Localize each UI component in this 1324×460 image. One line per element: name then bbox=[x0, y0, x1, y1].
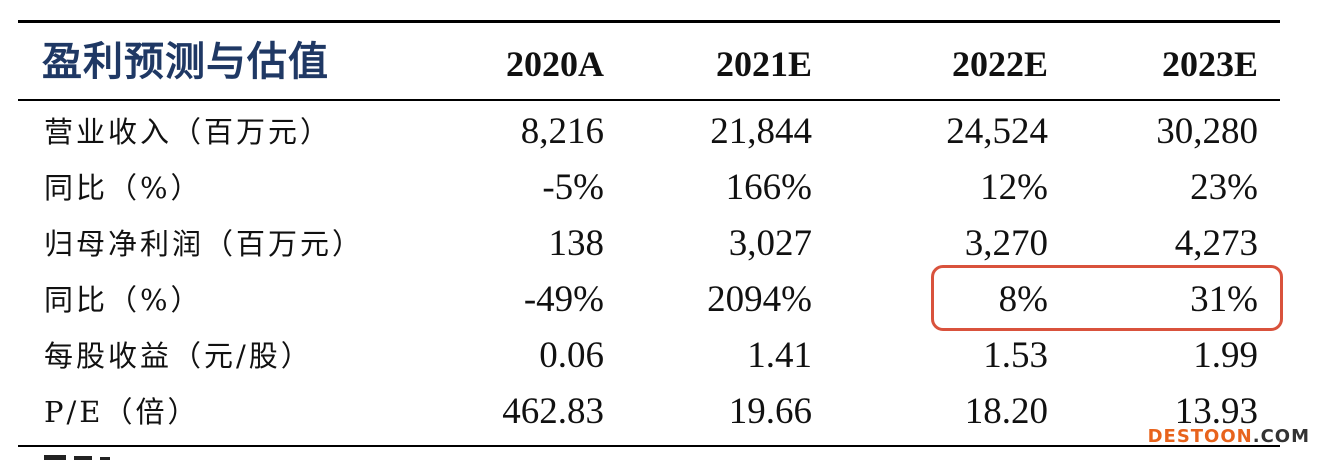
column-header-2020a: 2020A bbox=[506, 44, 604, 84]
table-cell: 1.53 bbox=[983, 335, 1048, 376]
watermark-brand: DESTOON bbox=[1147, 426, 1253, 447]
table-bottom-rule bbox=[18, 445, 1280, 447]
column-header-2022e: 2022E bbox=[951, 44, 1048, 84]
table-cell: 24,524 bbox=[946, 111, 1048, 152]
row-label: 归母净利润（百万元） bbox=[44, 227, 365, 261]
watermark-logo: DESTOON.COM bbox=[1148, 426, 1310, 447]
table-cell: 3,027 bbox=[728, 223, 812, 264]
table-cell: 3,270 bbox=[964, 223, 1048, 264]
table-cell: 30,280 bbox=[1156, 111, 1258, 152]
watermark-suffix: .COM bbox=[1252, 426, 1310, 447]
row-label: 每股收益（元/股） bbox=[44, 339, 313, 373]
table-cell: 8% bbox=[998, 279, 1048, 320]
row-label: P/E（倍） bbox=[44, 395, 200, 429]
table-cell: 21,844 bbox=[710, 111, 812, 152]
table-cell: 18.20 bbox=[964, 391, 1048, 432]
cropped-footnote-text bbox=[44, 455, 110, 460]
table-top-rule bbox=[18, 20, 1280, 23]
table-cell: -49% bbox=[523, 279, 604, 320]
table-cell: 12% bbox=[980, 167, 1048, 208]
table-header-rule bbox=[18, 99, 1280, 101]
row-label: 营业收入（百万元） bbox=[44, 115, 333, 149]
row-label: 同比（%） bbox=[44, 171, 203, 205]
highlight-box bbox=[931, 265, 1283, 331]
table-cell: 1.41 bbox=[747, 335, 812, 376]
column-header-2021e: 2021E bbox=[715, 44, 812, 84]
table-cell: 23% bbox=[1190, 167, 1258, 208]
row-label: 同比（%） bbox=[44, 283, 203, 317]
table-cell: 19.66 bbox=[728, 391, 812, 432]
table-cell: 4,273 bbox=[1174, 223, 1258, 264]
table-cell: 31% bbox=[1190, 279, 1258, 320]
table-title: 盈利预测与估值 bbox=[42, 38, 329, 85]
table-row-eps: 每股收益（元/股） 0.06 1.41 1.53 1.99 bbox=[0, 328, 1324, 384]
table-row-net-profit: 归母净利润（百万元） 138 3,027 3,270 4,273 bbox=[0, 216, 1324, 272]
table-row-revenue: 营业收入（百万元） 8,216 21,844 24,524 30,280 bbox=[0, 104, 1324, 160]
table-cell: 138 bbox=[548, 223, 605, 264]
table-row-net-profit-yoy: 同比（%） -49% 2094% 8% 31% bbox=[0, 272, 1324, 328]
table-cell: 166% bbox=[725, 167, 812, 208]
table-cell: 0.06 bbox=[539, 335, 604, 376]
table-cell: 462.83 bbox=[502, 391, 604, 432]
column-header-2023e: 2023E bbox=[1161, 44, 1258, 84]
table-cell: 8,216 bbox=[520, 111, 604, 152]
table-cell: 13.93 bbox=[1174, 391, 1258, 432]
table-row-revenue-yoy: 同比（%） -5% 166% 12% 23% bbox=[0, 160, 1324, 216]
table-row-pe: P/E（倍） 462.83 19.66 18.20 13.93 bbox=[0, 384, 1324, 440]
table-cell: 1.99 bbox=[1193, 335, 1258, 376]
table-cell: 2094% bbox=[707, 279, 812, 320]
table-cell: -5% bbox=[542, 167, 604, 208]
